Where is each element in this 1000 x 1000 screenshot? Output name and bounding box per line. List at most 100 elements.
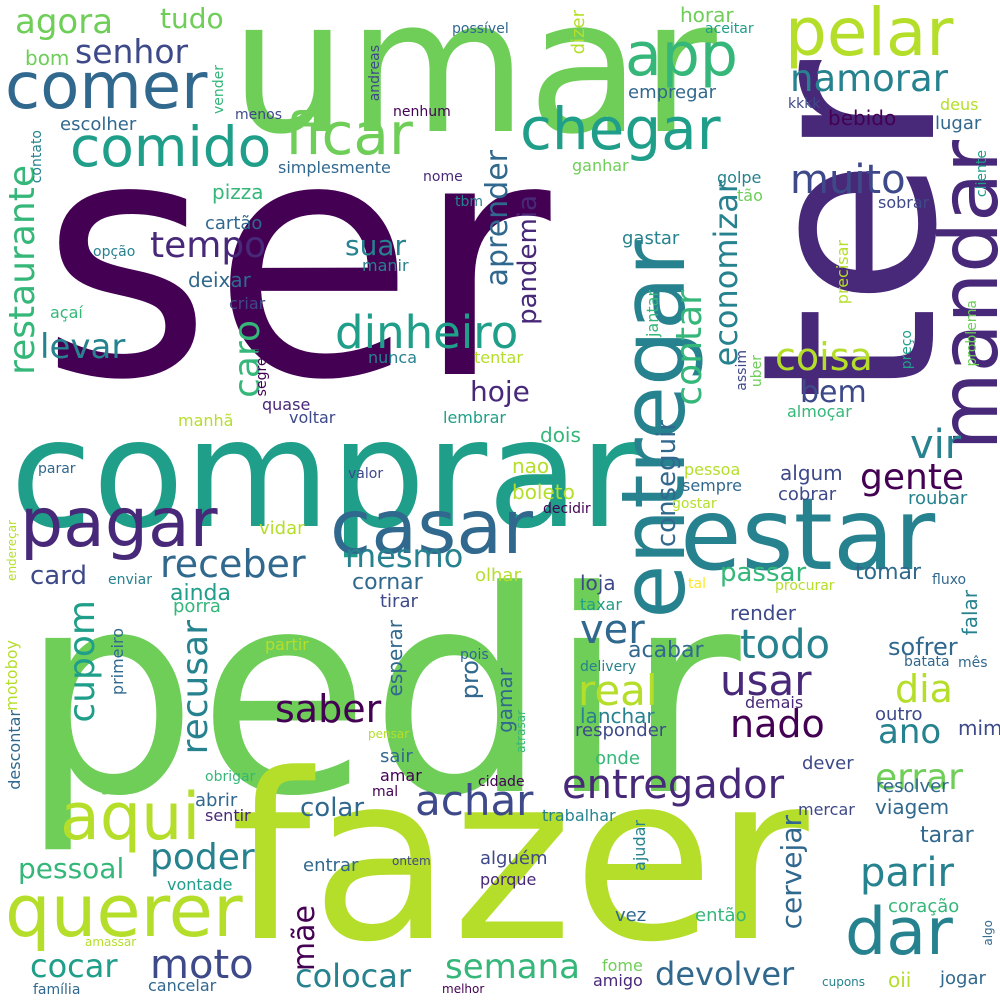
word-6: estar — [680, 476, 936, 593]
word-173: vez — [615, 905, 647, 926]
word-161: sentir — [205, 806, 251, 825]
word-33: levar — [40, 327, 126, 367]
word-153: olhar — [475, 565, 521, 586]
word-91: resolver — [876, 776, 949, 797]
word-193: tal — [688, 576, 706, 592]
word-24: app — [625, 20, 738, 90]
word-61: semana — [445, 947, 580, 987]
word-176: amassar — [85, 935, 137, 949]
word-105: tentar — [474, 348, 523, 367]
word-172: ajudar — [630, 820, 649, 871]
word-110: pizza — [212, 180, 264, 204]
word-124: golpe — [717, 168, 762, 187]
word-196: batata — [904, 654, 950, 670]
word-181: melhor — [442, 982, 485, 996]
word-76: tirar — [380, 591, 418, 612]
word-142: tbm — [455, 194, 484, 210]
word-22: receber — [160, 542, 306, 586]
word-145: manhã — [178, 411, 234, 430]
word-21: entregador — [562, 762, 785, 808]
word-144: segredo — [254, 340, 270, 397]
word-14: pelar — [785, 0, 954, 71]
word-52: ano — [878, 712, 942, 752]
word-155: motoboy — [2, 640, 21, 711]
word-184: jogar — [940, 968, 986, 989]
word-168: porque — [480, 870, 537, 889]
word-75: cornar — [352, 570, 423, 595]
word-70: tomar — [855, 560, 922, 585]
word-167: alguém — [480, 848, 548, 869]
word-148: decidir — [543, 501, 591, 517]
word-162: mal — [372, 784, 399, 800]
word-15: chegar — [520, 95, 721, 163]
word-174: então — [695, 905, 747, 926]
word-67: cervejar — [775, 815, 808, 930]
word-157: descontar — [5, 710, 24, 790]
word-73: card — [30, 561, 87, 591]
word-106: manir — [362, 256, 409, 275]
word-41: bem — [800, 375, 867, 410]
word-86: falar — [958, 590, 982, 636]
word-135: nenhum — [393, 104, 451, 120]
word-97: boleto — [512, 480, 575, 504]
word-129: kkkk — [788, 96, 821, 112]
word-115: jantar — [643, 290, 662, 338]
word-72: sofrer — [888, 633, 958, 661]
word-130: horar — [680, 3, 734, 27]
word-83: demais — [745, 693, 804, 712]
word-117: uber — [749, 355, 765, 388]
word-10: casar — [330, 483, 534, 571]
word-158: gift — [100, 775, 130, 796]
word-36: aprender — [480, 150, 515, 287]
word-58: moto — [150, 942, 254, 988]
word-189: atrasar — [514, 710, 528, 753]
word-94: cobrar — [778, 484, 837, 505]
word-171: vontade — [167, 875, 233, 894]
word-159: obrigar — [205, 769, 256, 785]
word-154: primeiro — [108, 628, 127, 696]
word-89: mercar — [798, 800, 855, 819]
word-77: loja — [580, 571, 616, 595]
word-90: tarar — [920, 823, 974, 848]
word-64: mãe — [287, 905, 322, 972]
word-137: menos — [235, 107, 282, 123]
word-63: parir — [860, 850, 954, 896]
word-197: mês — [958, 655, 988, 671]
word-57: poder — [150, 837, 255, 878]
word-60: colocar — [295, 957, 411, 995]
word-80: lanchar — [580, 704, 655, 728]
word-32: restaurante — [2, 165, 43, 375]
word-28: senhor — [75, 32, 189, 71]
word-88: dever — [802, 753, 854, 774]
word-0: ser — [40, 68, 551, 452]
word-140: contato — [29, 130, 45, 184]
word-87: viagem — [875, 795, 950, 819]
word-121: precisar — [833, 240, 852, 305]
word-30: tudo — [160, 2, 224, 35]
word-44: hoje — [470, 375, 530, 408]
word-100: lembrar — [443, 408, 506, 427]
word-101: voltar — [289, 408, 336, 427]
word-68: conseguir — [652, 420, 682, 548]
word-103: nunca — [368, 348, 418, 367]
word-107: deixar — [188, 268, 251, 292]
word-74: ainda — [170, 581, 231, 606]
word-51: nado — [730, 702, 825, 746]
word-5: umar — [230, 0, 717, 175]
word-53: errar — [875, 757, 963, 798]
word-93: sempre — [682, 476, 742, 495]
word-4: comprar — [10, 388, 641, 562]
word-122: cliente — [974, 150, 990, 198]
word-35: suar — [345, 229, 407, 262]
word-190: onde — [595, 748, 640, 769]
word-175: coração — [888, 896, 960, 917]
word-166: trabalhar — [542, 806, 616, 825]
word-120: problema — [964, 300, 980, 367]
word-185: algo — [981, 920, 995, 946]
word-84: outro — [875, 704, 923, 725]
word-182: cupons — [822, 975, 866, 989]
word-170: ontem — [392, 854, 431, 868]
word-112: simplesmente — [278, 158, 391, 177]
word-95: roubar — [908, 488, 968, 509]
word-114: gastar — [622, 228, 680, 249]
